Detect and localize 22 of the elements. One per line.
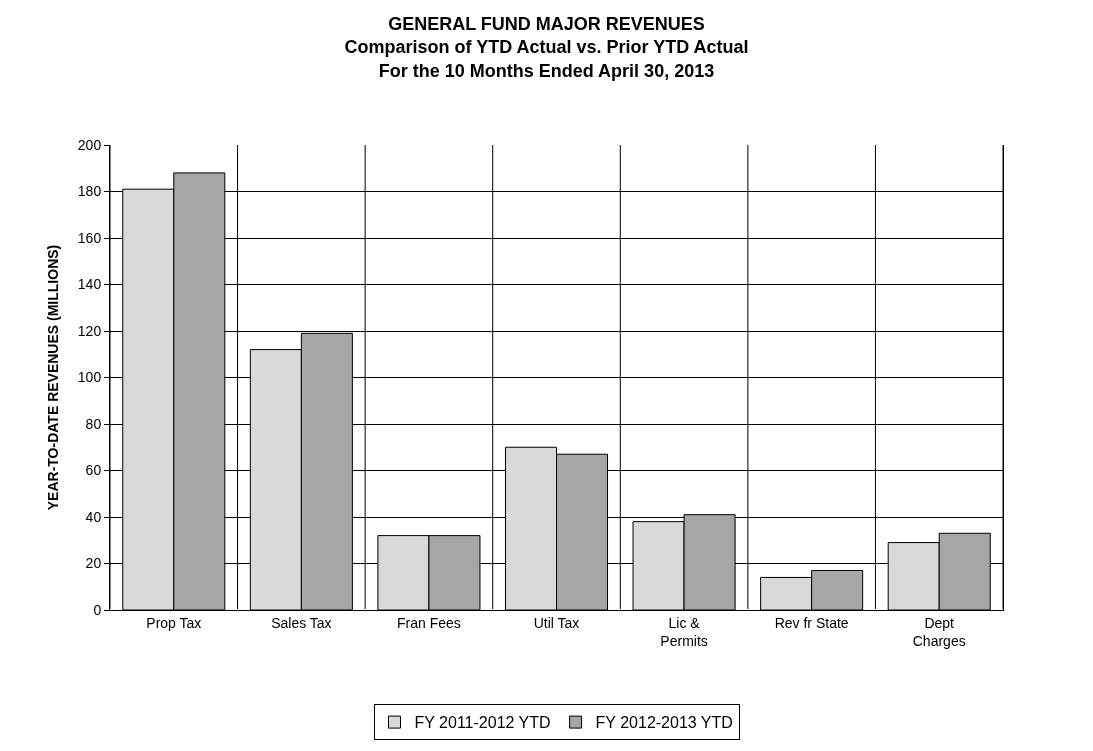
y-tick-label: 140: [77, 276, 102, 293]
y-axis-title: YEAR-TO-DATE REVENUES (MILLIONS): [45, 244, 62, 511]
y-tick-label: 0: [93, 601, 102, 618]
x-tick-label: Prop Tax: [146, 614, 202, 631]
y-tick-label: 160: [77, 229, 102, 246]
y-tick-label: 20: [85, 555, 102, 572]
chart-title: GENERAL FUND MAJOR REVENUES Comparison of YTD Actual vs. Prior YTD Actual For the 10 Months Ended April 30, 2013: [344, 14, 749, 81]
x-tick-label: Dept Charges: [912, 614, 966, 649]
x-tick-label: Lic & Permits: [660, 614, 708, 649]
x-tick-label: Util Tax: [533, 614, 580, 631]
y-tick-label: 40: [85, 508, 102, 525]
x-tick-label: Fran Fees: [397, 614, 461, 631]
legend-label: FY 2011-2012 YTD: [414, 714, 551, 732]
legend-label: FY 2012-2013 YTD: [595, 714, 733, 732]
y-tick-label: 60: [85, 462, 102, 479]
x-tick-label: Sales Tax: [271, 614, 332, 631]
y-tick-label: 100: [77, 369, 102, 386]
y-tick-label: 120: [77, 322, 102, 339]
y-tick-label: 80: [85, 415, 102, 432]
y-tick-label: 200: [77, 136, 102, 153]
x-tick-label: Rev fr State: [774, 614, 849, 631]
y-tick-label: 180: [77, 183, 102, 200]
